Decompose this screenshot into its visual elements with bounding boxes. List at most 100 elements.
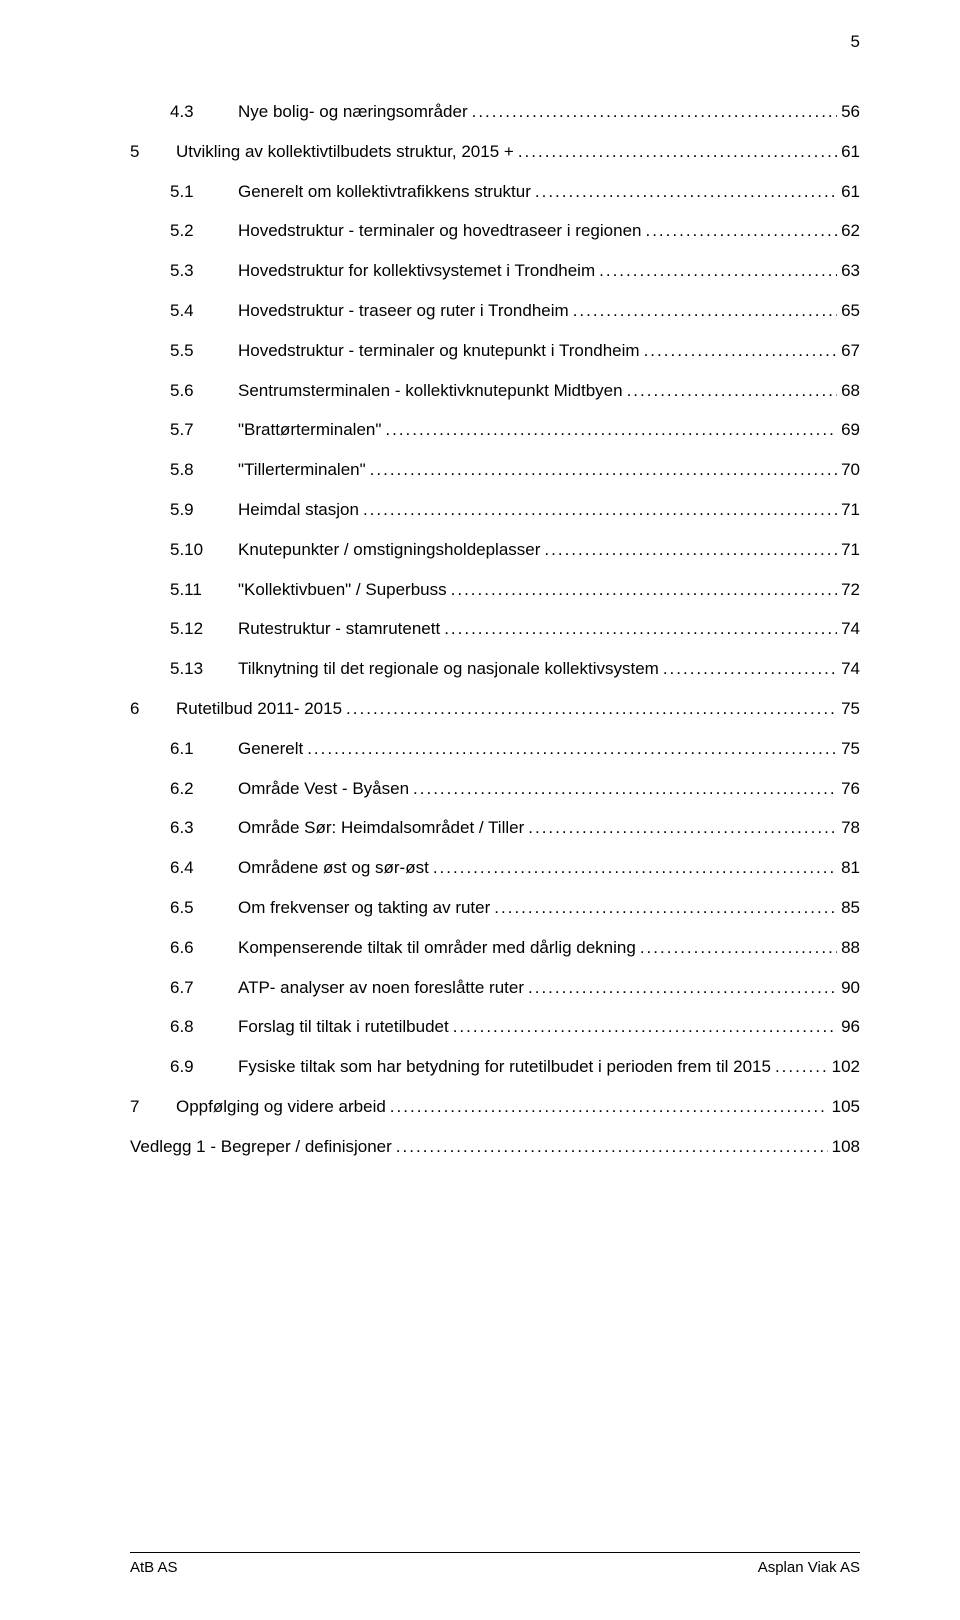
toc-row: 5.13Tilknytning til det regionale og nas… — [170, 657, 860, 681]
toc-row: 4.3Nye bolig- og næringsområder.........… — [170, 100, 860, 124]
toc-entry-number: 6.2 — [170, 777, 214, 801]
toc-entry-page: 62 — [841, 219, 860, 243]
toc-entry-number: 5 — [130, 140, 152, 164]
toc-leader-dots: ........................................… — [433, 856, 837, 880]
toc-entry-page: 105 — [832, 1095, 860, 1119]
toc-entry-number: 5.6 — [170, 379, 214, 403]
toc-leader-dots: ........................................… — [528, 816, 837, 840]
toc-entry-title: "Tillerterminalen" — [238, 458, 366, 482]
toc-entry-title: Rutetilbud 2011- 2015 — [176, 697, 342, 721]
toc-entry-page: 63 — [841, 259, 860, 283]
footer-right: Asplan Viak AS — [758, 1559, 860, 1576]
toc-entry-number: 6 — [130, 697, 152, 721]
toc-row: 6.3 Område Sør: Heimdalsområdet / Tiller.… — [170, 816, 860, 840]
footer-row: AtB AS Asplan Viak AS — [130, 1559, 860, 1576]
toc-entry-page: 76 — [841, 777, 860, 801]
toc-row: 6.1Generelt.............................… — [170, 737, 860, 761]
toc-entry-title: Område Vest - Byåsen — [238, 777, 409, 801]
toc-entry-title: Kompenserende tiltak til områder med dår… — [238, 936, 636, 960]
toc-leader-dots: ........................................… — [599, 259, 837, 283]
toc-entry-page: 61 — [841, 180, 860, 204]
toc-entry-page: 70 — [841, 458, 860, 482]
toc-entry-page: 102 — [832, 1055, 860, 1079]
toc-entry-title: Hovedstruktur - terminaler og knutepunkt… — [238, 339, 640, 363]
toc-entry-title: Hovedstruktur - terminaler og hovedtrase… — [238, 219, 641, 243]
toc-entry-page: 90 — [841, 976, 860, 1000]
toc-row: 5.11"Kollektivbuen" / Superbuss.........… — [170, 578, 860, 602]
toc-entry-number: 6.1 — [170, 737, 214, 761]
toc-row: 5.3 Hovedstruktur for kollektivsystemet i… — [170, 259, 860, 283]
toc-entry-title: Vedlegg 1 - Begreper / definisjoner — [130, 1135, 392, 1159]
toc-row: 6.9Fysiske tiltak som har betydning for … — [170, 1055, 860, 1079]
toc-row: 6.8Forslag til tiltak i rutetilbudet....… — [170, 1015, 860, 1039]
toc-entry-page: 75 — [841, 697, 860, 721]
toc-entry-page: 71 — [841, 538, 860, 562]
toc-entry-title: "Brattørterminalen" — [238, 418, 381, 442]
toc-entry-number: 5.9 — [170, 498, 214, 522]
toc-entry-title: Utvikling av kollektivtilbudets struktur… — [176, 140, 514, 164]
toc-entry-number: 5.12 — [170, 617, 214, 641]
toc-leader-dots: ........................................… — [663, 657, 837, 681]
toc-row: 6 Rutetilbud 2011- 2015..................… — [130, 697, 860, 721]
toc-entry-title: Rutestruktur - stamrutenett — [238, 617, 440, 641]
toc-leader-dots: ........................................… — [627, 379, 838, 403]
toc-entry-number: 5.4 — [170, 299, 214, 323]
toc-leader-dots: ........................................… — [640, 936, 837, 960]
toc-entry-title: Om frekvenser og takting av ruter — [238, 896, 490, 920]
toc-leader-dots: ........................................… — [573, 299, 837, 323]
toc-row: 6.6 Kompenserende tiltak til områder med … — [170, 936, 860, 960]
footer: AtB AS Asplan Viak AS — [130, 1552, 860, 1576]
toc-leader-dots: ........................................… — [453, 1015, 837, 1039]
toc-entry-title: Heimdal stasjon — [238, 498, 359, 522]
toc-row: 5.4Hovedstruktur - traseer og ruter i Tr… — [170, 299, 860, 323]
toc-entry-title: Generelt om kollektivtrafikkens struktur — [238, 180, 531, 204]
toc-entry-title: Hovedstruktur for kollektivsystemet i Tr… — [238, 259, 595, 283]
toc-entry-number: 5.3 — [170, 259, 214, 283]
toc-entry-number: 6.6 — [170, 936, 214, 960]
toc-entry-number: 5.5 — [170, 339, 214, 363]
toc-entry-number: 6.3 — [170, 816, 214, 840]
toc-row: 6.4Områdene øst og sør-øst..............… — [170, 856, 860, 880]
toc-entry-title: Områdene øst og sør-øst — [238, 856, 429, 880]
toc-entry-title: Knutepunkter / omstigningsholdeplasser — [238, 538, 540, 562]
table-of-contents: 4.3Nye bolig- og næringsområder.........… — [130, 100, 860, 1159]
toc-row: 5.5 Hovedstruktur - terminaler og knutepu… — [170, 339, 860, 363]
toc-row: 5.7"Brattørterminalen"..................… — [170, 418, 860, 442]
toc-entry-number: 5.11 — [170, 578, 214, 602]
toc-entry-number: 5.10 — [170, 538, 214, 562]
toc-row: 5 Utvikling av kollektivtilbudets struktu… — [130, 140, 860, 164]
toc-leader-dots: ........................................… — [775, 1055, 828, 1079]
toc-leader-dots: ........................................… — [346, 697, 837, 721]
toc-entry-page: 108 — [832, 1135, 860, 1159]
toc-row: 5.1Generelt om kollektivtrafikkens struk… — [170, 180, 860, 204]
toc-row: 5.12 Rutestruktur - stamrutenett.........… — [170, 617, 860, 641]
toc-leader-dots: ........................................… — [413, 777, 837, 801]
toc-entry-page: 56 — [841, 100, 860, 124]
toc-entry-title: Tilknytning til det regionale og nasjona… — [238, 657, 659, 681]
toc-leader-dots: ........................................… — [535, 180, 837, 204]
toc-leader-dots: ........................................… — [390, 1095, 828, 1119]
footer-left: AtB AS — [130, 1559, 178, 1576]
toc-entry-page: 85 — [841, 896, 860, 920]
toc-row: 5.8"Tillerterminalen"...................… — [170, 458, 860, 482]
toc-entry-title: Område Sør: Heimdalsområdet / Tiller — [238, 816, 524, 840]
toc-leader-dots: ........................................… — [363, 498, 837, 522]
toc-entry-title: Forslag til tiltak i rutetilbudet — [238, 1015, 449, 1039]
toc-row: 6.5Om frekvenser og takting av ruter....… — [170, 896, 860, 920]
toc-leader-dots: ........................................… — [444, 617, 837, 641]
toc-row: 5.2Hovedstruktur - terminaler og hovedtr… — [170, 219, 860, 243]
toc-entry-page: 88 — [841, 936, 860, 960]
toc-leader-dots: ........................................… — [494, 896, 837, 920]
toc-leader-dots: ........................................… — [528, 976, 837, 1000]
toc-leader-dots: ........................................… — [472, 100, 837, 124]
toc-row: 5.10 Knutepunkter / omstigningsholdeplass… — [170, 538, 860, 562]
toc-row: 5.6Sentrumsterminalen - kollektivknutepu… — [170, 379, 860, 403]
toc-leader-dots: ........................................… — [518, 140, 837, 164]
page: 5 4.3Nye bolig- og næringsområder.......… — [0, 0, 960, 1620]
toc-leader-dots: ........................................… — [544, 538, 837, 562]
toc-entry-page: 65 — [841, 299, 860, 323]
toc-entry-title: "Kollektivbuen" / Superbuss — [238, 578, 447, 602]
toc-entry-title: Nye bolig- og næringsområder — [238, 100, 468, 124]
toc-entry-page: 69 — [841, 418, 860, 442]
toc-row: 7Oppfølging og videre arbeid............… — [130, 1095, 860, 1119]
